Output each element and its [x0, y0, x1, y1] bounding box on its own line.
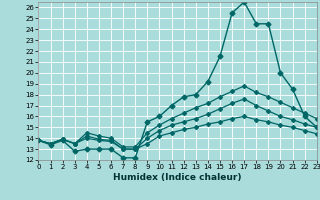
X-axis label: Humidex (Indice chaleur): Humidex (Indice chaleur) — [113, 173, 242, 182]
